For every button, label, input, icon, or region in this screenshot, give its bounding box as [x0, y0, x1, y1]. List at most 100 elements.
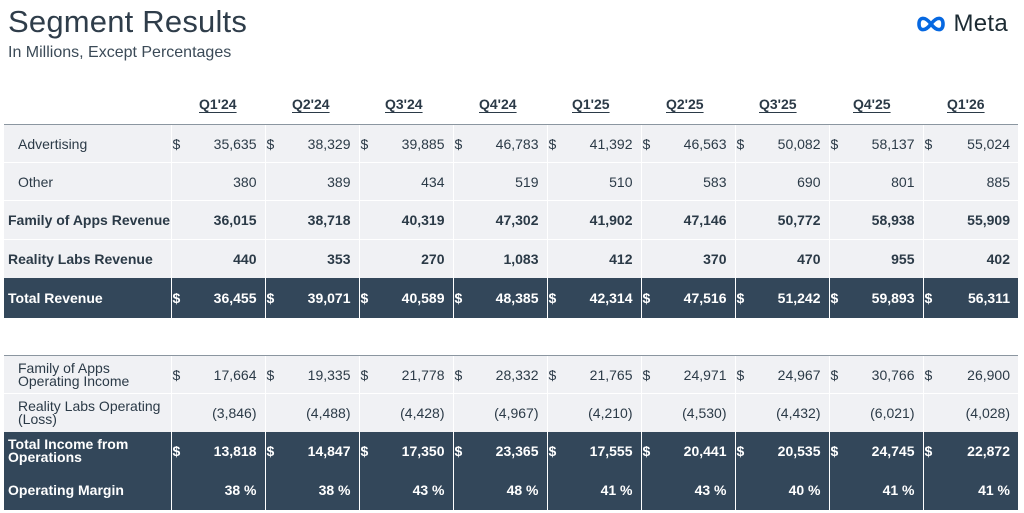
- table-cell: 23,365: [469, 431, 547, 470]
- table-cell: 56,311: [939, 277, 1018, 318]
- table-cell: 434: [375, 162, 453, 201]
- currency-symbol: [828, 162, 845, 201]
- table-cell: 40,589: [375, 277, 453, 318]
- currency-symbol: [358, 162, 375, 201]
- currency-symbol: $: [640, 355, 657, 394]
- quarter-label: Q2'25: [666, 96, 704, 112]
- table-row-operating-margin: Operating Margin 38 % 38 % 43 % 48 % 41 % 43 %…: [4, 469, 1018, 510]
- currency-symbol: $: [264, 277, 281, 318]
- table-cell: 38 %: [187, 469, 265, 510]
- table-cell: 583: [657, 162, 735, 201]
- currency-symbol: [828, 393, 845, 432]
- table-cell: (4,488): [281, 393, 359, 432]
- table-cell: (6,021): [845, 393, 923, 432]
- table-cell: (4,967): [469, 393, 547, 432]
- currency-symbol: [734, 239, 751, 278]
- quarter-label: Q1'26: [947, 96, 985, 112]
- currency-symbol: [170, 469, 187, 510]
- table-cell: 50,772: [751, 200, 829, 240]
- currency-symbol: $: [358, 124, 375, 163]
- table-cell: 1,083: [469, 239, 547, 278]
- quarter-label: Q3'24: [385, 96, 423, 112]
- currency-symbol: [922, 239, 939, 278]
- currency-symbol: [170, 239, 187, 278]
- currency-symbol: $: [640, 124, 657, 163]
- currency-symbol: [640, 239, 657, 278]
- currency-symbol: [264, 200, 281, 240]
- table-cell: 38 %: [281, 469, 359, 510]
- table-cell: 370: [657, 239, 735, 278]
- currency-symbol: [264, 393, 281, 432]
- page-title: Segment Results: [8, 4, 248, 39]
- table-cell: 36,455: [187, 277, 265, 318]
- currency-symbol: $: [828, 277, 845, 318]
- currency-symbol: [828, 469, 845, 510]
- currency-symbol: $: [922, 124, 939, 163]
- table-cell: 801: [845, 162, 923, 201]
- currency-symbol: [358, 469, 375, 510]
- table-cell: 19,335: [281, 355, 359, 394]
- currency-symbol: [264, 469, 281, 510]
- table-row-foa-revenue: Family of Apps Revenue 36,015 38,718 40,319…: [4, 200, 1018, 240]
- meta-logo-text: Meta: [953, 10, 1008, 37]
- table-cell: 353: [281, 239, 359, 278]
- table-cell: 59,893: [845, 277, 923, 318]
- row-label: Family of Apps Revenue: [4, 200, 171, 240]
- quarter-label: Q1'24: [199, 96, 237, 112]
- table-cell: 58,938: [845, 200, 923, 240]
- table-cell: 22,872: [939, 431, 1018, 470]
- table-cell: 38,329: [281, 124, 359, 163]
- table-cell: 55,909: [939, 200, 1018, 240]
- currency-symbol: [452, 200, 469, 240]
- currency-symbol: [358, 239, 375, 278]
- table-cell: 24,745: [845, 431, 923, 470]
- quarter-label: Q2'24: [292, 96, 330, 112]
- currency-symbol: [922, 393, 939, 432]
- table-cell: 402: [939, 239, 1018, 278]
- currency-symbol: $: [452, 277, 469, 318]
- currency-symbol: [452, 469, 469, 510]
- table-cell: 41 %: [939, 469, 1018, 510]
- table-cell: 35,635: [187, 124, 265, 163]
- table-cell: 55,024: [939, 124, 1018, 163]
- table-cell: 510: [563, 162, 641, 201]
- currency-symbol: $: [828, 124, 845, 163]
- table-cell: 21,778: [375, 355, 453, 394]
- table-cell: 46,783: [469, 124, 547, 163]
- table-cell: 24,967: [751, 355, 829, 394]
- table-cell: 885: [939, 162, 1018, 201]
- table-cell: 690: [751, 162, 829, 201]
- table-cell: 24,971: [657, 355, 735, 394]
- table-cell: 20,441: [657, 431, 735, 470]
- currency-symbol: $: [452, 124, 469, 163]
- currency-symbol: $: [264, 355, 281, 394]
- currency-symbol: $: [358, 431, 375, 470]
- row-label: Reality Labs Operating (Loss): [4, 393, 171, 432]
- table-cell: 270: [375, 239, 453, 278]
- currency-symbol: $: [828, 431, 845, 470]
- table-row-total-income: Total Income from Operations $13,818 $14,8…: [4, 431, 1018, 470]
- table-cell: 412: [563, 239, 641, 278]
- table-cell: 51,242: [751, 277, 829, 318]
- quarter-header: Q1'24 Q2'24 Q3'24 Q4'24 Q1'25 Q2'25 Q3'2…: [0, 96, 1024, 116]
- table-cell: 48,385: [469, 277, 547, 318]
- table-cell: 17,555: [563, 431, 641, 470]
- table-cell: 47,516: [657, 277, 735, 318]
- currency-symbol: $: [264, 124, 281, 163]
- table-cell: 440: [187, 239, 265, 278]
- table-row-rl-revenue: Reality Labs Revenue 440 353 270 1,083 412 370…: [4, 239, 1018, 278]
- currency-symbol: [922, 162, 939, 201]
- currency-symbol: $: [358, 355, 375, 394]
- row-label: Operating Margin: [4, 469, 171, 510]
- currency-symbol: [546, 393, 563, 432]
- meta-logo: Meta: [913, 10, 1008, 38]
- table-cell: (3,846): [187, 393, 265, 432]
- currency-symbol: $: [264, 431, 281, 470]
- currency-symbol: [734, 393, 751, 432]
- currency-symbol: [452, 239, 469, 278]
- currency-symbol: $: [640, 277, 657, 318]
- currency-symbol: [170, 200, 187, 240]
- table-cell: 42,314: [563, 277, 641, 318]
- table-cell: 40 %: [751, 469, 829, 510]
- table-cell: 30,766: [845, 355, 923, 394]
